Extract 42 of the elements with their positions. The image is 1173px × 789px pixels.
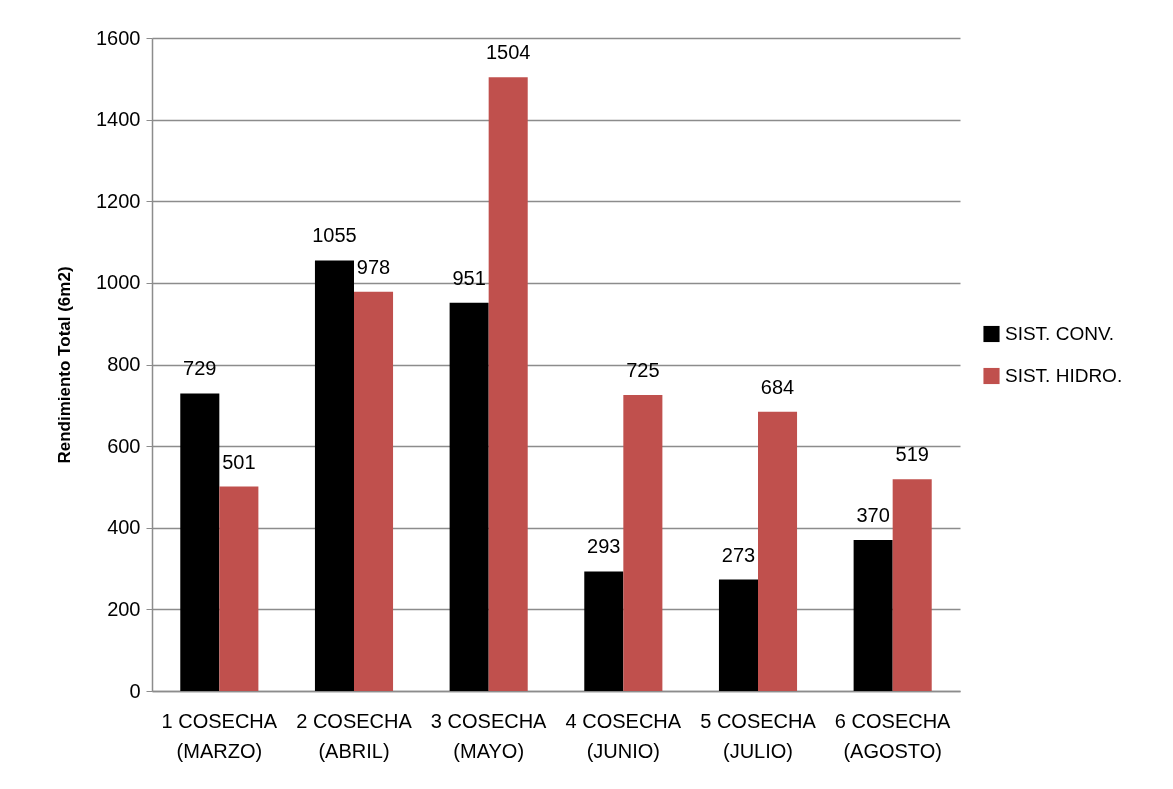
bar — [488, 77, 528, 691]
bar — [219, 486, 259, 691]
data-label: 370 — [856, 503, 890, 526]
y-tick-label: 200 — [107, 597, 141, 620]
bar — [314, 260, 354, 691]
data-label: 978 — [356, 255, 391, 278]
bar — [584, 571, 624, 691]
legend-label: SIST. HIDRO. — [1005, 365, 1123, 386]
x-tick-label: 4 COSECHA (JUNIO) — [565, 709, 682, 762]
x-tick-label: 6 COSECHA (AGOSTO) — [834, 709, 952, 762]
data-label: 519 — [895, 443, 929, 466]
data-label: 1504 — [485, 41, 531, 64]
y-tick-label: 0 — [129, 679, 141, 702]
bar — [758, 411, 798, 691]
x-tick-label: 3 COSECHA (MAYO) — [430, 709, 548, 762]
y-tick-label: 400 — [107, 516, 141, 539]
x-tick-label: 2 COSECHA (ABRIL) — [296, 709, 413, 762]
data-label: 951 — [452, 266, 486, 289]
data-label: 273 — [721, 543, 756, 566]
y-tick-label: 1600 — [96, 26, 141, 49]
y-tick-label: 1200 — [96, 189, 141, 212]
data-label: 293 — [587, 535, 621, 558]
bar — [354, 291, 394, 691]
y-tick-label: 1000 — [96, 271, 141, 294]
y-tick-label: 800 — [107, 353, 141, 375]
bar — [892, 479, 932, 691]
data-label: 729 — [183, 357, 217, 380]
y-tick-label: 1400 — [96, 108, 141, 131]
y-axis-title: Rendimiento Total (6m2) — [55, 266, 75, 464]
data-label: 684 — [760, 375, 795, 398]
data-label: 1055 — [312, 224, 357, 247]
y-tick-label: 600 — [107, 434, 141, 457]
data-label: 501 — [222, 450, 256, 473]
bar — [623, 395, 663, 691]
bar — [180, 393, 220, 691]
x-tick-label: 5 COSECHA (JULIO) — [700, 709, 817, 762]
x-tick-label: 1 COSECHA (MARZO) — [161, 709, 278, 762]
bar — [853, 539, 893, 691]
bar — [718, 579, 758, 691]
bar — [449, 302, 489, 691]
legend-label: SIST. CONV. — [1005, 323, 1115, 344]
data-label: 725 — [626, 359, 660, 382]
